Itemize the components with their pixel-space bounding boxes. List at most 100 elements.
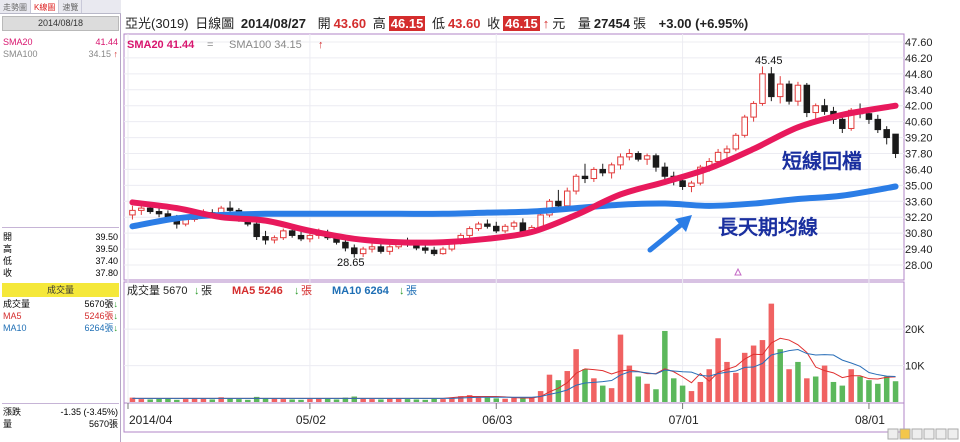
candle	[634, 151, 642, 162]
volume-ma10-line	[132, 349, 896, 399]
side-change-label: 漲跌	[3, 407, 22, 417]
volume-bar	[830, 381, 837, 402]
volume-bar	[697, 381, 704, 402]
candle	[359, 246, 367, 258]
price-tick: 33.60	[905, 196, 933, 208]
chart-tabs: 走勢圖 K線圖 速覽	[0, 0, 121, 14]
peak-label: 45.45	[755, 55, 783, 67]
trough-label: 28.65	[337, 257, 365, 269]
candle	[626, 148, 633, 161]
side-volsum-label: 量	[3, 419, 13, 429]
volume-bar	[599, 385, 606, 402]
chart-controls	[887, 428, 959, 440]
side-date: 2014/08/18	[2, 16, 119, 31]
zoom-out-icon[interactable]	[923, 428, 935, 440]
candle	[821, 98, 828, 115]
side-vol-value: 5670張	[84, 299, 114, 309]
date-tick: 2014/04	[129, 413, 173, 427]
high-label: 高	[372, 16, 386, 31]
tab-k-chart[interactable]: K線圖	[31, 0, 60, 13]
volume-bar	[688, 391, 695, 402]
price-tick: 36.40	[905, 164, 933, 176]
arrow-up-right-icon	[647, 215, 692, 253]
volume-bar	[662, 330, 668, 402]
side-change-row: 漲跌 -1.35 (-3.45%)	[3, 407, 118, 418]
sma20-line	[129, 102, 899, 246]
tab-overview[interactable]: 速覽	[59, 0, 83, 13]
side-high-label: 高	[3, 244, 13, 254]
candle	[750, 101, 757, 122]
volume-bar	[804, 378, 810, 402]
candle	[776, 76, 784, 104]
volume-bar	[280, 399, 287, 402]
side-volsum-value: 5670張	[88, 419, 118, 429]
volume-bar	[378, 399, 384, 402]
zoom-icon[interactable]	[899, 428, 911, 440]
date-tick: 07/01	[669, 413, 699, 427]
open-value: 43.60	[333, 16, 367, 31]
price-tick: 32.20	[905, 212, 933, 224]
volume-bars	[129, 303, 899, 402]
volume-bar	[520, 397, 526, 402]
volume-bar	[271, 398, 278, 402]
candle	[297, 230, 305, 242]
side-close-row: 收 37.80	[3, 268, 118, 279]
candle	[501, 224, 509, 234]
volume-bar	[360, 398, 366, 402]
side-sma100-value: 34.15	[88, 49, 111, 59]
volume-bar	[777, 349, 783, 402]
candle	[723, 145, 731, 159]
volume-bar	[706, 369, 712, 402]
volume-bar	[617, 334, 624, 402]
volume-bar	[857, 376, 863, 402]
volume-bar	[528, 397, 535, 402]
side-ma10-row: MA10 6264張↓	[3, 323, 118, 334]
candle	[661, 162, 669, 180]
period-marker-icon	[734, 267, 742, 276]
date-tick: 06/03	[482, 413, 512, 427]
volume-bar	[227, 398, 233, 402]
volume-bar	[289, 399, 295, 402]
scroll-right-icon[interactable]	[947, 428, 959, 440]
zoom-in-icon[interactable]	[935, 428, 947, 440]
side-close-label: 收	[3, 268, 13, 278]
volume-bar	[298, 399, 304, 402]
volume-bar	[387, 398, 393, 402]
candle	[652, 153, 660, 172]
date-axis: 2014/04 05/02 06/03 07/01 08/01	[127, 403, 885, 427]
volume-bar	[422, 399, 429, 402]
scroll-left-icon[interactable]	[887, 428, 899, 440]
volume-bar	[395, 397, 402, 402]
side-open-value: 39.50	[95, 232, 118, 242]
candle	[608, 162, 615, 179]
high-value: 46.15	[388, 16, 426, 31]
side-low-label: 低	[3, 256, 13, 266]
up-arrow-icon: ↑	[542, 16, 550, 31]
price-tick: 30.80	[905, 228, 933, 240]
volume-bar	[200, 398, 207, 402]
candle	[581, 163, 589, 184]
volume-bar	[156, 398, 162, 402]
legend-sma20-suffix: =	[207, 39, 213, 51]
candle	[306, 233, 314, 243]
volume-unit: 張	[633, 16, 647, 31]
price-tick: 46.20	[905, 53, 933, 65]
up-arrow-icon: ↑	[113, 49, 119, 59]
down-arrow-icon: ↓	[399, 285, 405, 297]
stock-name: 亞光(3019)	[125, 16, 189, 31]
volume-bar	[191, 397, 198, 402]
candle	[493, 221, 500, 234]
price-tick: 43.40	[905, 85, 933, 97]
legend-volume: 成交量 5670	[127, 283, 188, 297]
settings-icon[interactable]	[911, 428, 923, 440]
candle	[759, 66, 766, 106]
candle	[883, 126, 890, 145]
candle	[688, 180, 695, 193]
tab-tick-chart[interactable]: 走勢圖	[0, 0, 31, 13]
legend-ma5: MA5 5246	[232, 285, 283, 297]
candle	[510, 220, 518, 230]
candle	[590, 167, 598, 182]
down-arrow-icon: ↓	[113, 299, 119, 309]
candle	[785, 80, 793, 105]
volume-bar	[892, 381, 899, 402]
